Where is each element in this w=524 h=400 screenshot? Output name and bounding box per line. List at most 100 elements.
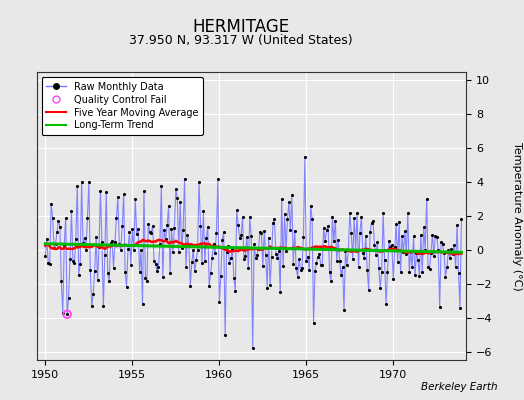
Point (322, 227, 331, 234)
Point (295, 256, 303, 262)
Point (443, 264, 451, 270)
Point (141, 275, 149, 282)
Point (440, 250, 448, 256)
Point (278, 196, 286, 202)
Point (362, 233, 370, 239)
Point (231, 288, 239, 294)
Point (412, 249, 421, 256)
Point (270, 216, 279, 222)
Point (86, 267, 94, 273)
Point (350, 214, 358, 221)
Point (159, 274, 167, 280)
Point (418, 268, 427, 275)
Point (99, 303, 107, 309)
Point (202, 235, 211, 241)
Point (46, 261, 54, 267)
Point (330, 238, 338, 244)
Point (203, 224, 212, 230)
Point (454, 270, 463, 276)
Point (314, 254, 322, 260)
Point (44, 260, 52, 266)
Point (297, 266, 305, 273)
Point (110, 265, 118, 271)
Point (67, 208, 75, 214)
Point (64, 295, 73, 301)
Point (184, 242, 193, 249)
Point (320, 224, 328, 231)
Point (69, 258, 77, 264)
Point (147, 230, 156, 236)
Point (307, 203, 315, 209)
Point (205, 283, 213, 289)
Point (160, 227, 168, 233)
Point (89, 291, 97, 298)
Point (80, 235, 89, 241)
Point (133, 230, 141, 237)
Point (42, 236, 51, 242)
Point (183, 232, 192, 238)
Point (148, 222, 157, 229)
Point (244, 265, 253, 271)
Point (266, 282, 274, 288)
Point (73, 182, 81, 189)
Point (293, 273, 302, 280)
Point (328, 214, 336, 220)
Point (346, 210, 354, 216)
Point (150, 258, 158, 264)
Point (275, 248, 283, 254)
Point (257, 230, 266, 236)
Point (327, 278, 335, 284)
Point (116, 247, 125, 253)
Point (396, 269, 405, 276)
Point (398, 233, 406, 240)
Point (78, 179, 86, 185)
Point (169, 249, 177, 256)
Point (48, 214, 57, 221)
Point (254, 246, 263, 252)
Point (182, 264, 190, 270)
Point (261, 252, 270, 258)
Point (299, 234, 308, 240)
Point (198, 260, 206, 266)
Point (114, 194, 122, 200)
Point (263, 285, 271, 291)
Point (289, 261, 298, 267)
Point (166, 270, 174, 276)
Point (123, 283, 131, 290)
Point (176, 198, 184, 205)
Point (439, 241, 447, 248)
Point (324, 223, 332, 229)
Point (252, 254, 260, 261)
Point (240, 256, 248, 262)
Point (347, 230, 355, 236)
Point (417, 232, 425, 238)
Point (196, 222, 205, 229)
Point (156, 241, 164, 247)
Point (57, 278, 66, 284)
Point (403, 210, 412, 217)
Point (118, 223, 126, 229)
Point (431, 232, 440, 239)
Point (54, 218, 62, 224)
Point (128, 226, 137, 232)
Point (384, 269, 392, 275)
Point (399, 249, 408, 255)
Point (366, 229, 374, 235)
Point (288, 192, 296, 198)
Point (447, 246, 455, 252)
Point (201, 258, 209, 265)
Point (235, 234, 244, 241)
Point (53, 229, 61, 236)
Point (211, 250, 219, 256)
Point (243, 233, 251, 240)
Point (377, 268, 386, 275)
Point (353, 210, 361, 216)
Point (63, 311, 71, 318)
Point (210, 240, 218, 247)
Point (337, 272, 345, 278)
Point (273, 255, 281, 261)
Point (97, 239, 106, 245)
Point (363, 266, 372, 273)
Point (441, 274, 450, 280)
Point (161, 236, 170, 242)
